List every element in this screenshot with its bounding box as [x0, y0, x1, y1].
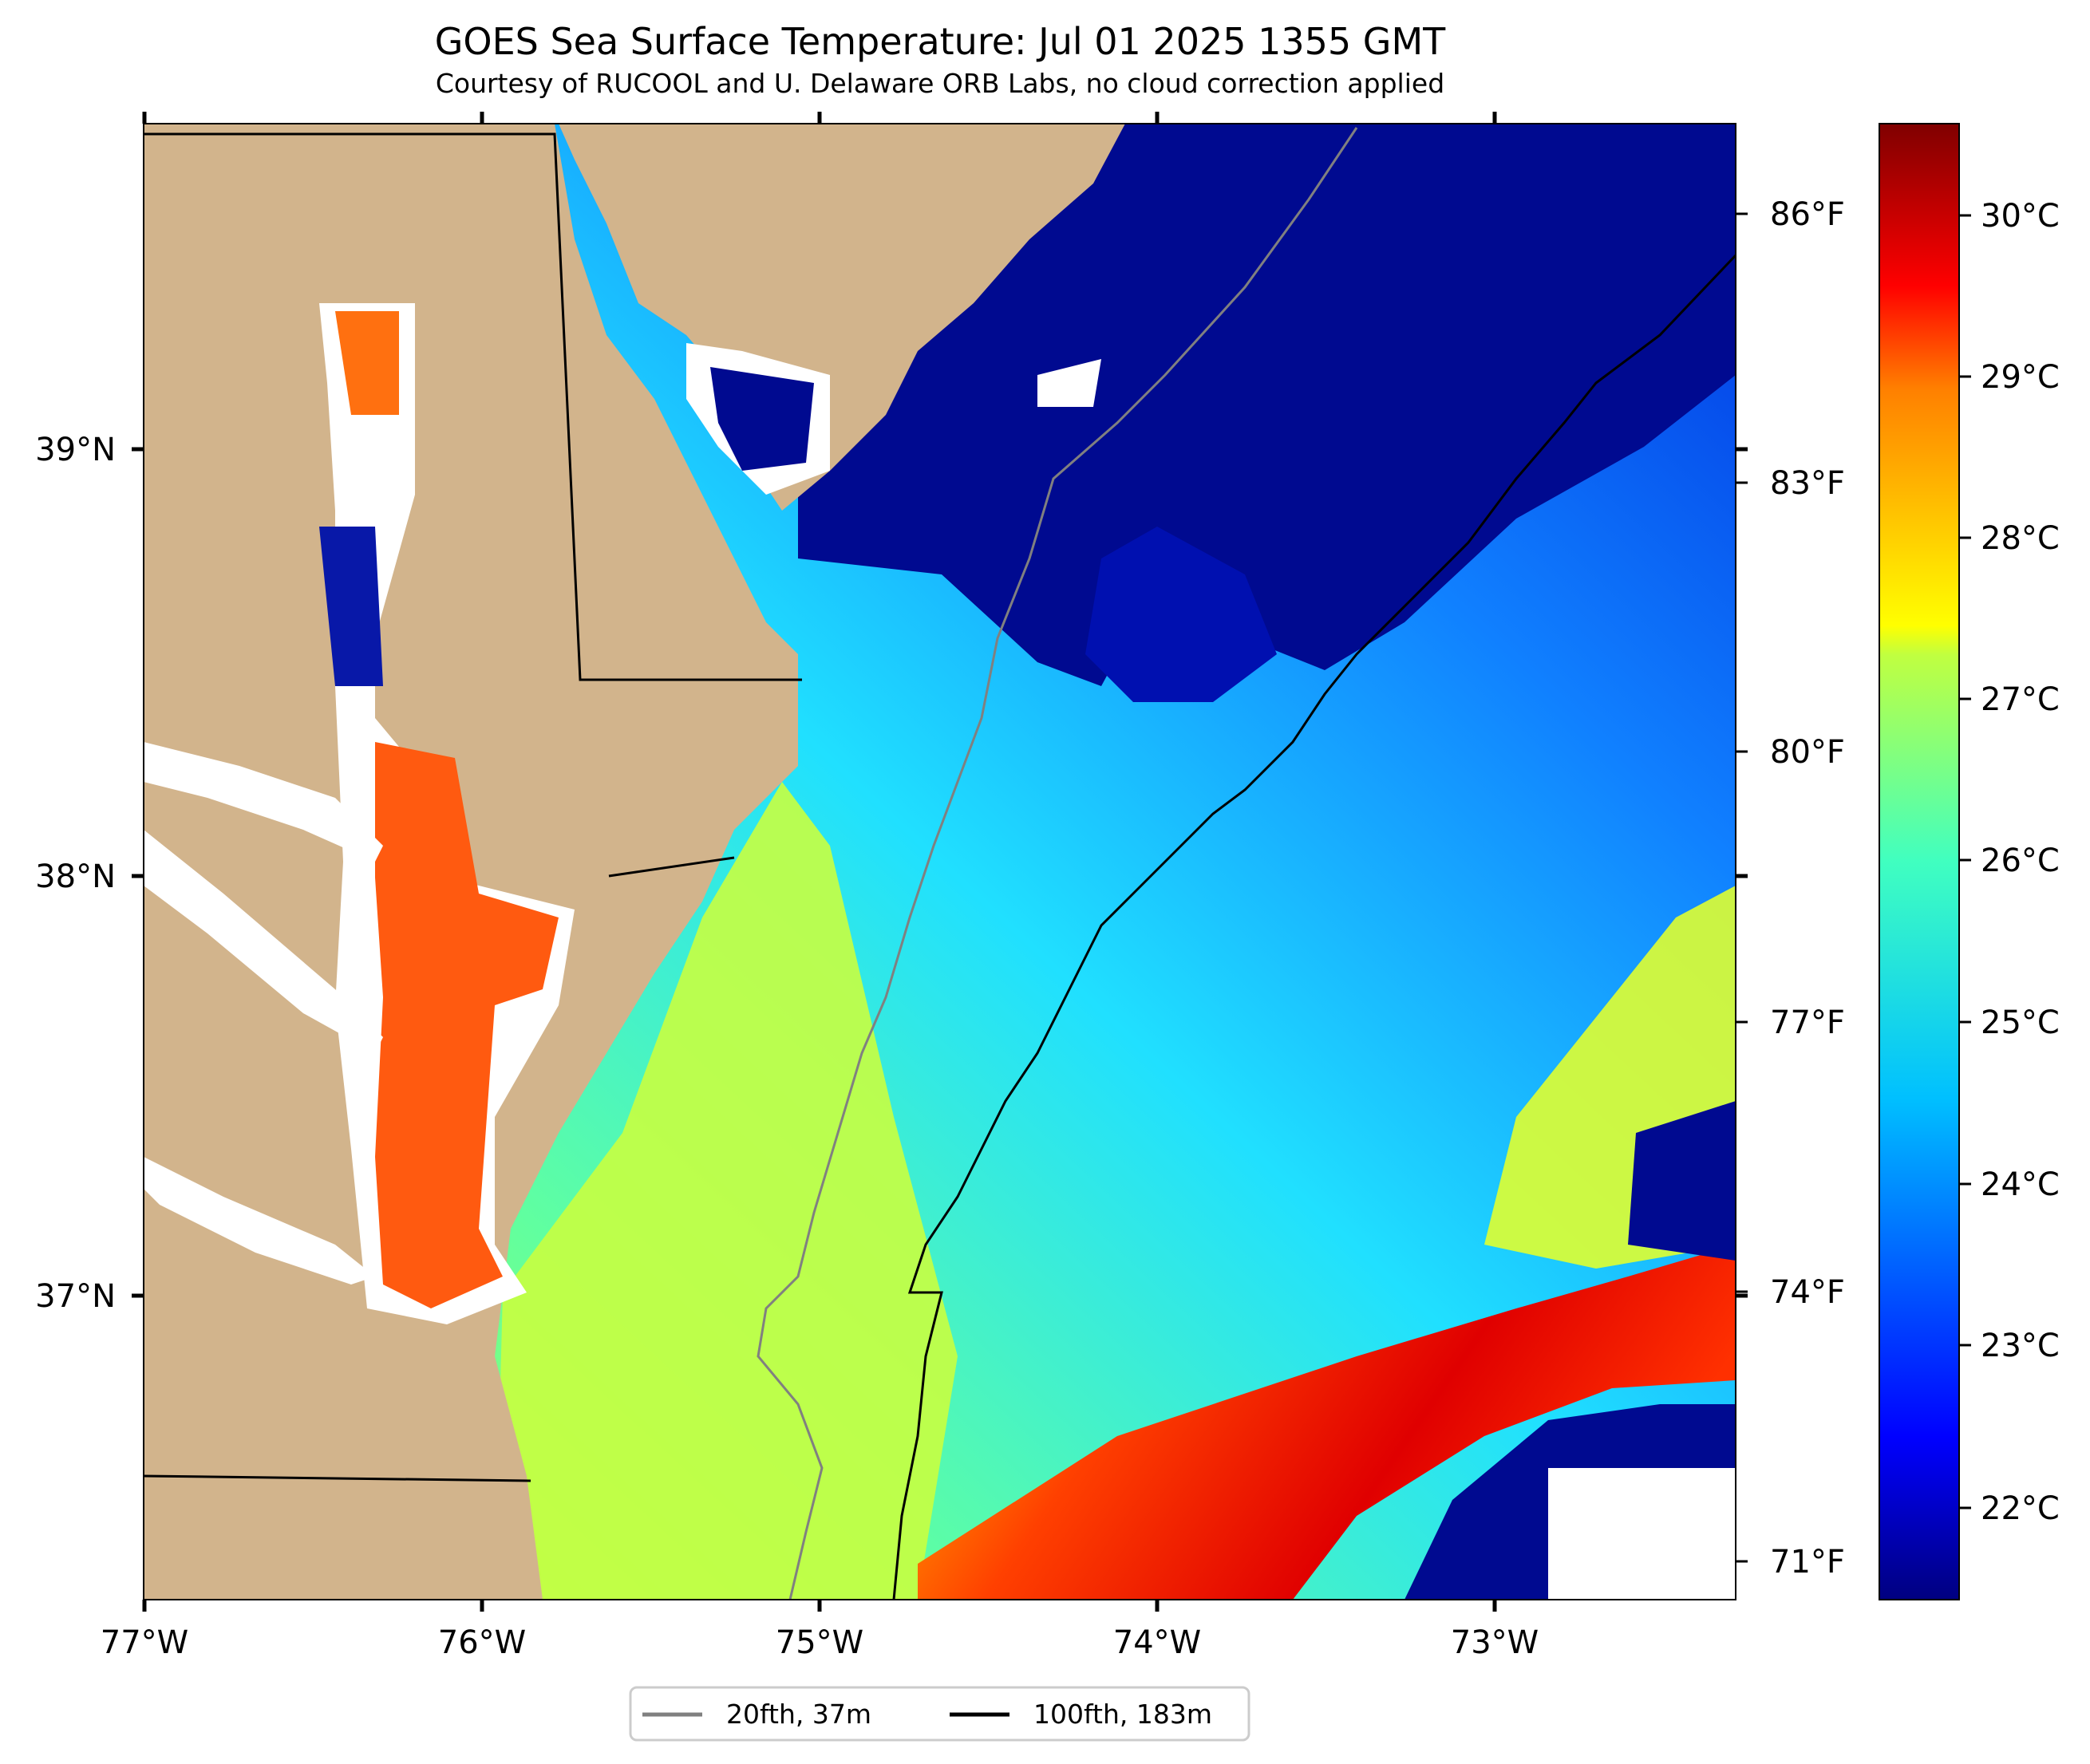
cold-patch-east — [1628, 1101, 1736, 1261]
lat-tick-label: 39°N — [35, 432, 116, 468]
lon-tick-label: 75°W — [776, 1624, 863, 1661]
delaware-bay-water — [710, 367, 814, 471]
state-border-md-va — [608, 856, 735, 878]
celsius-tick-label: 27°C — [1981, 681, 2060, 718]
celsius-tick-label: 22°C — [1981, 1490, 2060, 1527]
lon-tick-label: 76°W — [438, 1624, 526, 1661]
celsius-tick-label: 28°C — [1981, 520, 2060, 557]
upper-bay-sst — [335, 311, 399, 415]
celsius-tick-label: 25°C — [1981, 1004, 2060, 1041]
map-subtitle: Courtesy of RUCOOL and U. Delaware ORB L… — [436, 68, 1444, 99]
celsius-tick-label: 30°C — [1981, 198, 2060, 235]
celsius-tick-label: 23°C — [1981, 1328, 2060, 1364]
mid-bay-cold — [319, 527, 383, 686]
lon-axis — [142, 112, 1497, 1612]
gulf-stream-warm-core — [918, 1245, 1736, 1600]
land-new-jersey — [559, 124, 1125, 511]
colorbar — [1879, 123, 1960, 1600]
map-title: GOES Sea Surface Temperature: Jul 01 202… — [435, 20, 1446, 63]
legend: 20fth, 37m 100fth, 183m — [629, 1686, 1250, 1742]
fahrenheit-tick-label: 77°F — [1770, 1004, 1845, 1041]
lat-tick-label: 37°N — [35, 1278, 116, 1315]
rappahannock-river — [144, 830, 383, 1053]
lat-axis — [132, 447, 1748, 1298]
legend-box — [629, 1686, 1250, 1742]
chesapeake-bay-sst — [375, 742, 559, 1308]
legend-label-100fth: 100fth, 183m — [1033, 1699, 1212, 1730]
lat-tick-label: 38°N — [35, 858, 116, 895]
state-border-va-nc — [144, 1474, 531, 1482]
celsius-tick-label: 26°C — [1981, 843, 2060, 879]
celsius-ticks — [1959, 214, 1971, 1509]
map-area[interactable] — [144, 124, 1736, 1600]
fahrenheit-tick-label: 71°F — [1770, 1544, 1845, 1580]
map-frame — [143, 123, 1736, 1600]
nodata-patch-southeast — [1548, 1468, 1736, 1600]
fahrenheit-ticks — [1736, 212, 1748, 1563]
nodata-patch-north — [1037, 359, 1101, 407]
fahrenheit-tick-label: 83°F — [1770, 465, 1845, 502]
legend-label-20fth: 20fth, 37m — [726, 1699, 871, 1730]
lon-tick-label: 74°W — [1113, 1624, 1201, 1661]
state-border-md-de — [144, 132, 802, 681]
isobath-20fth — [757, 127, 1358, 1600]
celsius-tick-label: 29°C — [1981, 359, 2060, 396]
york-river — [144, 1157, 375, 1285]
lon-tick-label: 73°W — [1451, 1624, 1539, 1661]
fahrenheit-tick-label: 86°F — [1770, 196, 1845, 233]
celsius-tick-label: 24°C — [1981, 1166, 2060, 1203]
fahrenheit-tick-label: 74°F — [1770, 1274, 1845, 1311]
fahrenheit-tick-label: 80°F — [1770, 734, 1845, 771]
cold-water-lobe — [1085, 527, 1277, 702]
nearshore-warm-band — [495, 782, 958, 1600]
isobath-100fth — [892, 254, 1736, 1600]
potomac-river — [144, 742, 383, 862]
lon-tick-label: 77°W — [101, 1624, 188, 1661]
